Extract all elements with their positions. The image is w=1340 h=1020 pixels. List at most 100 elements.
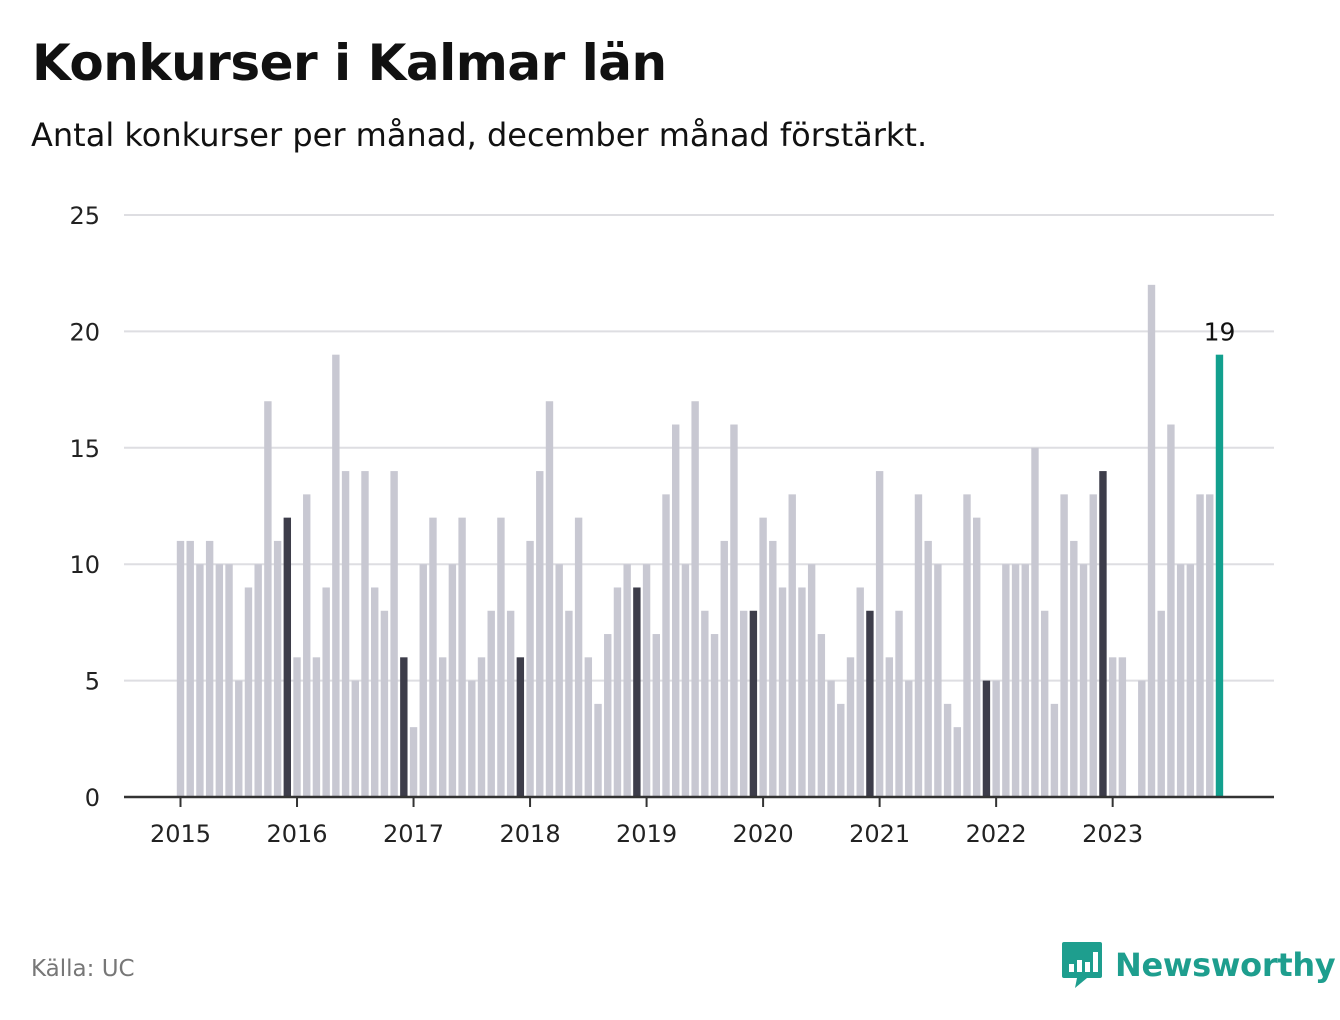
x-tick-label: 2022 [966,820,1027,848]
bar [477,657,486,797]
bar [264,401,272,797]
bar [390,471,398,797]
bar [914,494,923,797]
bar [992,680,1000,797]
bar [642,564,651,797]
y-tick-label: 20 [69,318,100,346]
bar [584,657,593,797]
bar [701,610,709,797]
bar [1011,564,1020,797]
bar [322,587,330,797]
bar [176,540,185,797]
bar [662,494,670,797]
bar [341,471,350,797]
newsworthy-logo-icon [1062,942,1102,988]
bar [361,471,369,797]
bar [1157,610,1165,797]
bar [448,564,457,797]
bar [254,564,262,797]
bar [555,564,563,797]
bar [215,564,224,797]
latest-value-label: 19 [1204,318,1236,347]
bar [1040,610,1049,797]
y-tick-label: 10 [69,551,100,579]
bar [594,703,602,797]
bar [205,540,214,797]
bar [672,424,680,797]
bar [691,401,699,797]
bar [817,634,826,797]
bar [1108,657,1117,797]
chart-title: Konkurser i Kalmar län [32,34,667,92]
bar [380,610,389,797]
bar [438,657,447,797]
y-tick-label: 15 [69,435,100,463]
bar [807,564,816,797]
bar [895,610,903,797]
bar [778,587,787,797]
bar [196,564,204,797]
bar [1099,471,1107,797]
annotations: 19 [1204,318,1236,347]
bar [273,540,282,797]
bar [1206,494,1214,797]
bar [905,680,913,797]
bar [400,657,408,797]
bar [1031,447,1039,797]
bar [1079,564,1088,797]
bar [1021,564,1029,797]
chart-subtitle: Antal konkurser per månad, december måna… [31,116,928,154]
bar [574,517,583,797]
bar [973,517,981,797]
bar [1167,424,1175,797]
bar [506,610,515,797]
bar [565,610,573,797]
bars [176,284,1224,798]
bar [235,680,243,797]
bar [487,610,495,797]
bar [953,727,961,797]
bar [837,703,845,797]
bar [1002,564,1010,797]
bar [798,587,806,797]
bar [633,587,641,797]
bar [1050,703,1059,797]
bar [293,657,301,797]
bar [283,517,292,797]
bar [749,610,758,797]
y-tick-label: 0 [85,784,100,812]
bar [526,540,534,797]
bar [866,610,874,797]
bar [604,634,612,797]
bar [769,540,777,797]
bar [846,657,855,797]
bar [1147,284,1156,798]
y-tick-label: 5 [85,668,100,696]
bar [1215,354,1224,797]
bar [1138,680,1146,797]
bar [468,680,476,797]
y-axis-labels: 0 5 10 15 20 25 [69,202,100,812]
x-tick-label: 2023 [1082,820,1143,848]
bar [419,564,427,797]
bar [720,540,728,797]
bar [458,517,466,797]
bar [1118,657,1127,797]
x-tick-label: 2015 [150,820,211,848]
bar [681,564,690,797]
x-tick-label: 2020 [733,820,794,848]
bar [1070,540,1078,797]
bar [924,540,932,797]
bar [739,610,748,797]
bar [652,634,660,797]
x-tick-label: 2016 [266,820,327,848]
bar [943,703,952,797]
x-tick-label: 2017 [383,820,444,848]
x-tick-label: 2021 [849,820,910,848]
bar [710,634,719,797]
brand-name: Newsworthy [1115,946,1336,984]
bar [545,401,554,797]
bar [875,471,884,797]
bar [1176,564,1185,797]
